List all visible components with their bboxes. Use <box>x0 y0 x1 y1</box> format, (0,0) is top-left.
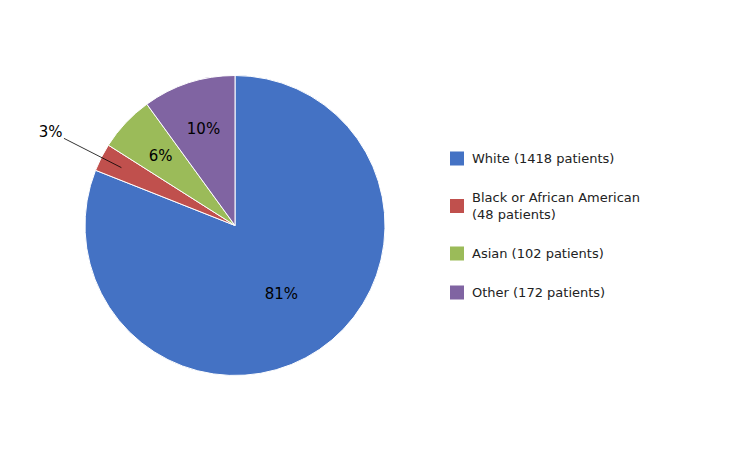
data-label: 81% <box>265 285 298 303</box>
legend-item: Other (172 patients) <box>450 285 605 300</box>
data-label: 6% <box>149 147 173 165</box>
legend-label: Other (172 patients) <box>472 285 605 300</box>
legend-swatch <box>450 286 464 300</box>
data-label: 3% <box>39 123 63 141</box>
legend: White (1418 patients) Black or African Am… <box>450 151 640 300</box>
pie <box>85 76 385 376</box>
legend-item: White (1418 patients) <box>450 151 614 166</box>
legend-swatch <box>450 247 464 261</box>
legend-swatch <box>450 199 464 213</box>
pie-slice <box>85 76 385 376</box>
legend-item: Asian (102 patients) <box>450 246 604 261</box>
legend-item: Black or African American(48 patients) <box>450 190 640 222</box>
pie-slice <box>147 76 235 226</box>
data-labels: 81% 3% 6% 10% <box>39 119 298 302</box>
legend-label: Black or African American(48 patients) <box>472 190 640 222</box>
data-label: 10% <box>187 119 220 137</box>
leader-line <box>64 138 121 167</box>
chart: 81% 3% 6% 10% White (1418 patients) Black or … <box>0 0 752 451</box>
legend-label: White (1418 patients) <box>472 151 614 166</box>
legend-label: Asian (102 patients) <box>472 246 604 261</box>
legend-swatch <box>450 152 464 166</box>
